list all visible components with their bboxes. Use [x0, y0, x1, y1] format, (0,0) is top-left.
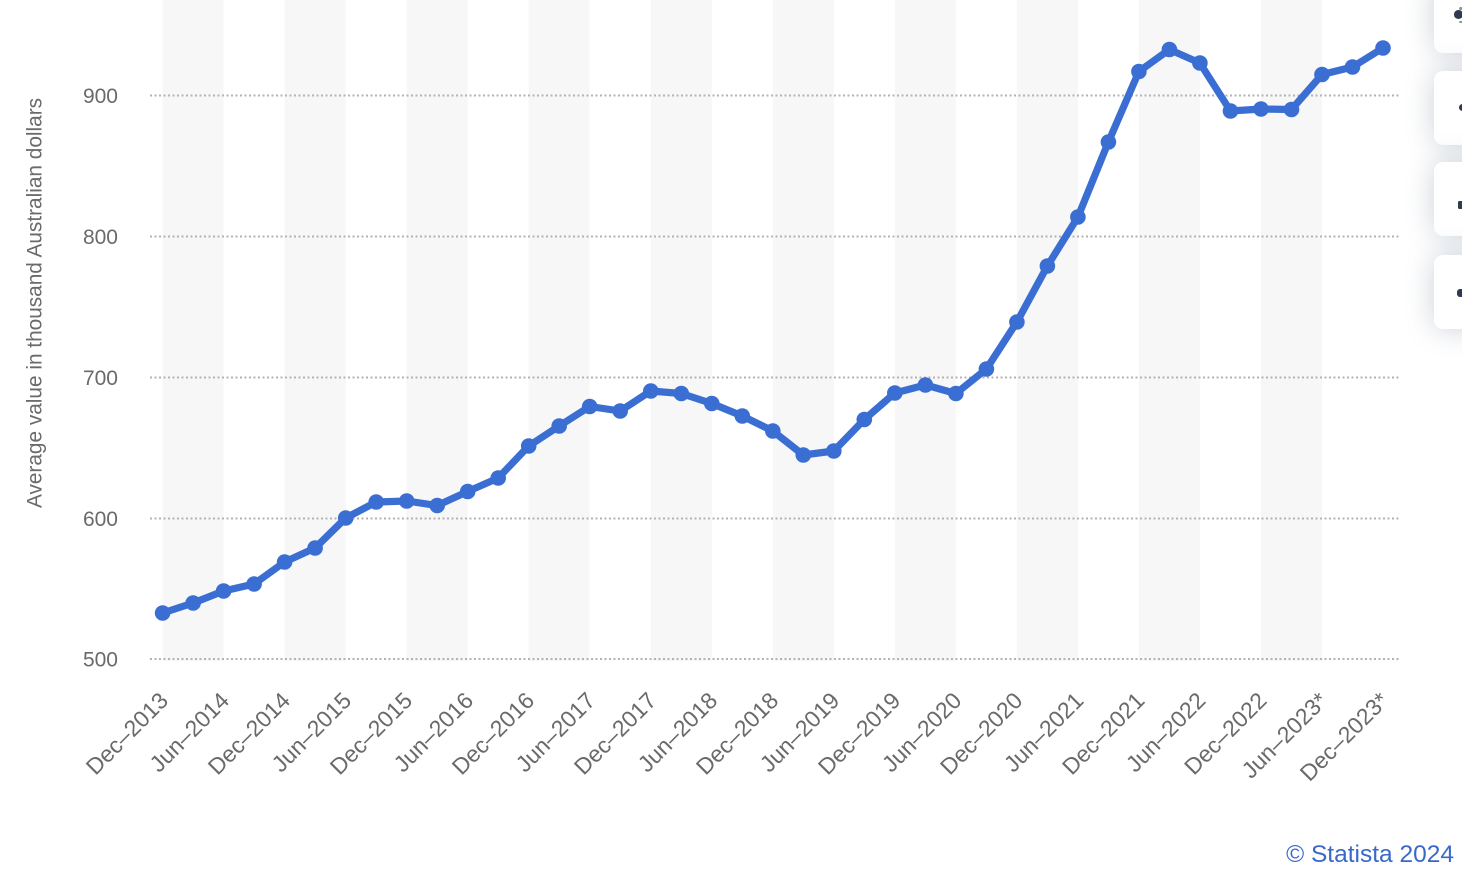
svg-text:900: 900 — [83, 85, 118, 108]
svg-text:Average value in thousand Aust: Average value in thousand Australian dol… — [24, 98, 47, 508]
svg-text:500: 500 — [83, 649, 118, 672]
svg-text:700: 700 — [83, 367, 118, 390]
svg-text:600: 600 — [83, 508, 118, 531]
svg-text:800: 800 — [83, 226, 118, 249]
